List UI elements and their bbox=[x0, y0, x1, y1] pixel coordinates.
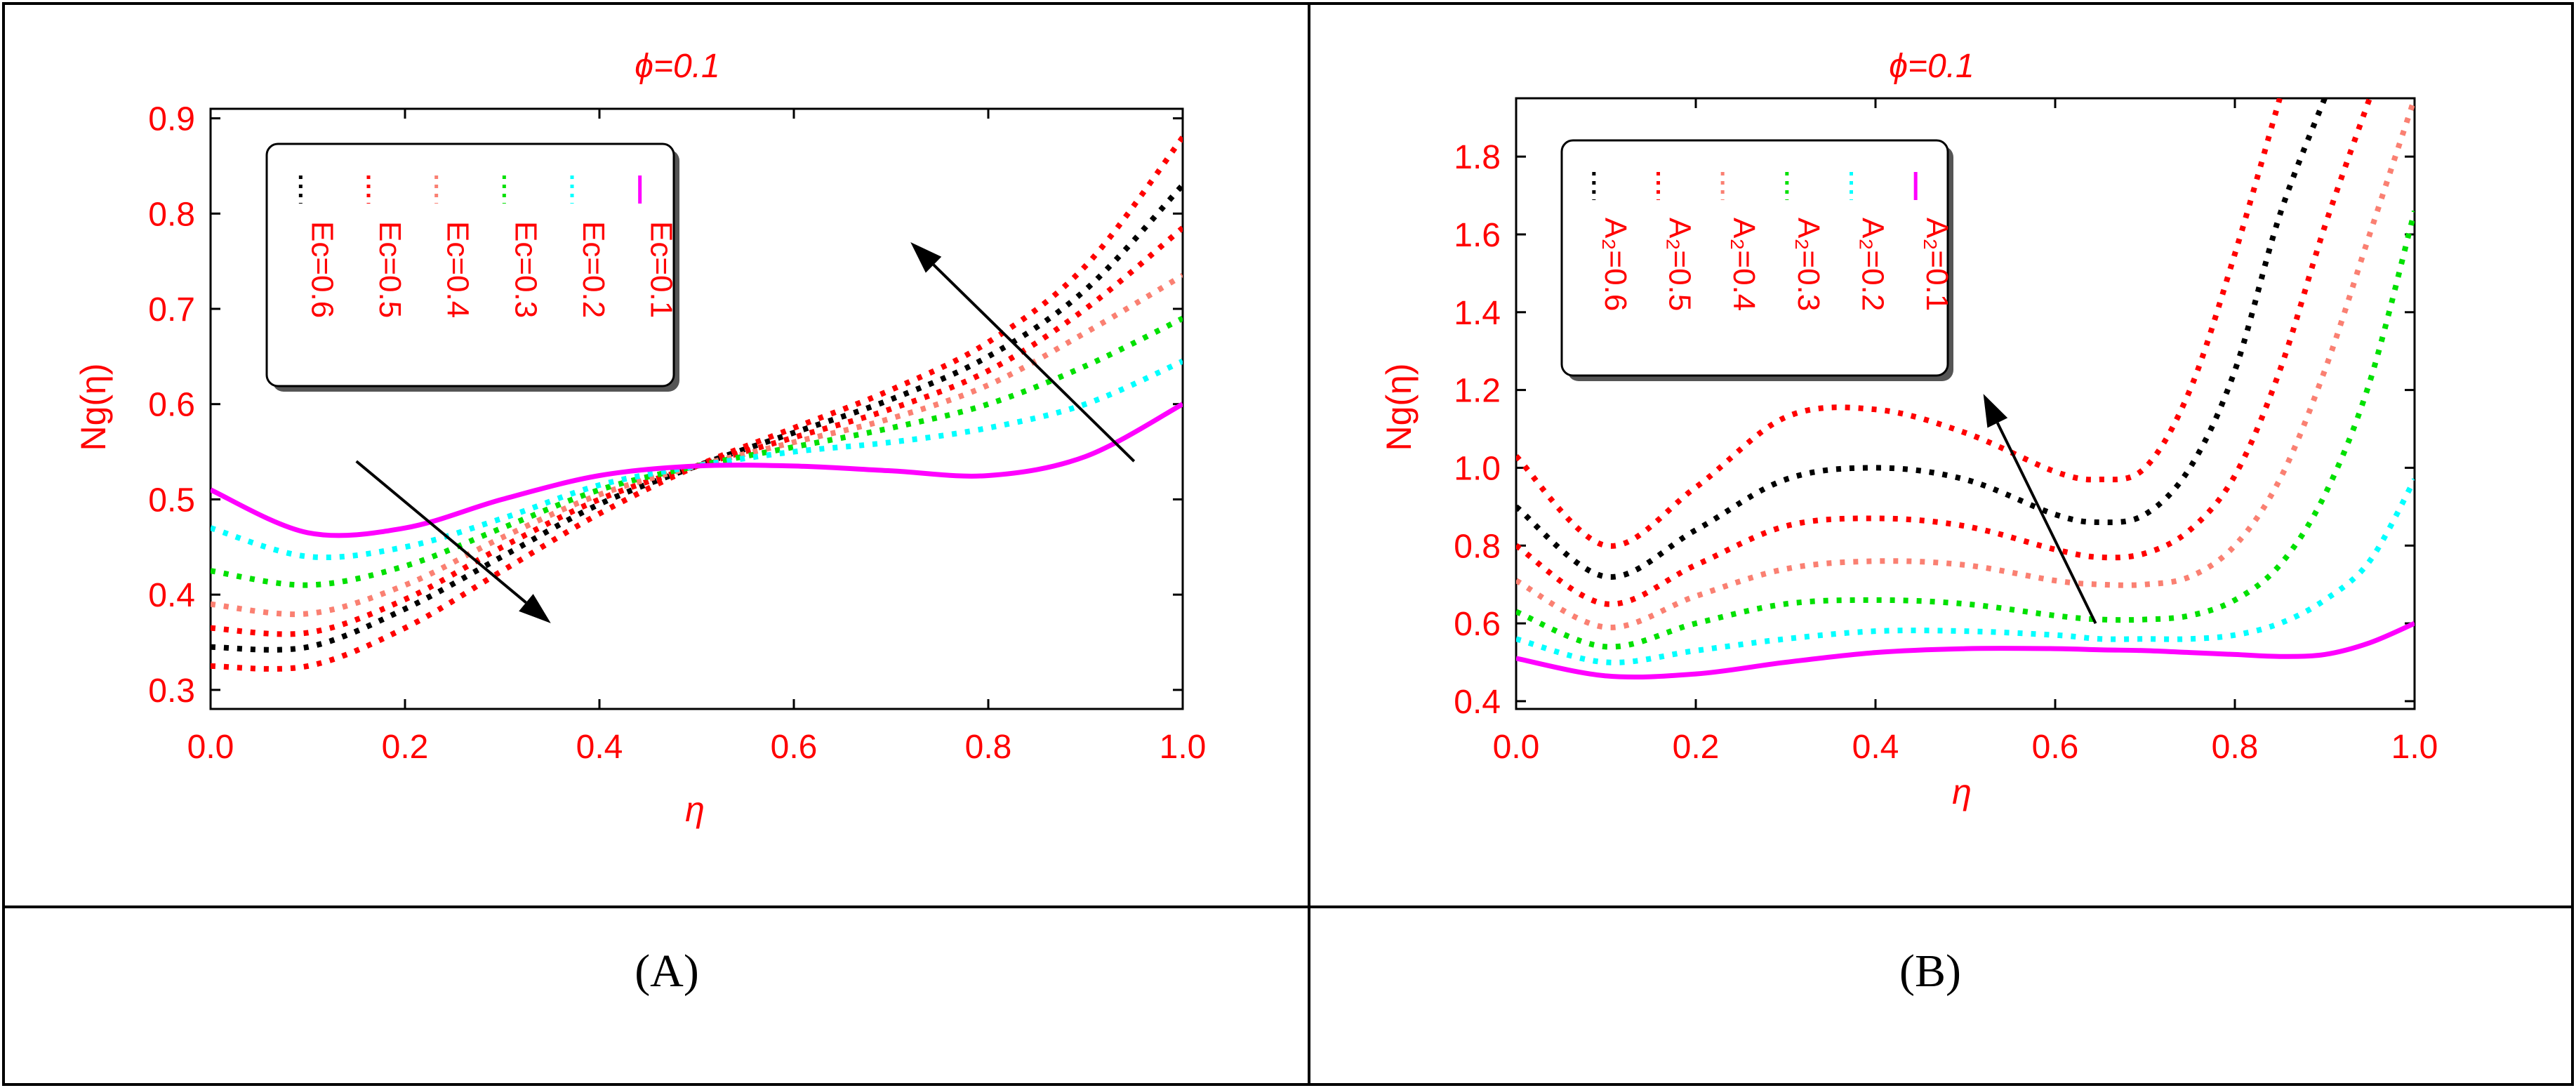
legend-label: Ec=0.3 bbox=[508, 221, 543, 318]
panel-a-chart: ϕ=0.1 0.0 0.2 0.4 0.6 0.8 1.0 0.3 0.4 0.5 0.6 0.7 0.… bbox=[74, 48, 1206, 829]
series-line-b-5 bbox=[1516, 478, 2415, 665]
x-tick-label: 1.0 bbox=[1160, 729, 1207, 766]
trend-arrow-head bbox=[910, 242, 942, 273]
caption-b: (B) bbox=[1899, 946, 1961, 997]
trend-arrow-shaft bbox=[355, 460, 527, 604]
y-tick-label: 1.6 bbox=[1454, 217, 1501, 254]
x-tick-label: 1.0 bbox=[2391, 729, 2438, 766]
x-tick-label: 0.8 bbox=[2212, 729, 2259, 766]
y-tick-label: 0.8 bbox=[148, 196, 195, 233]
y-tick-label: 0.4 bbox=[1454, 684, 1501, 721]
legend-label: A₂=0.4 bbox=[1727, 218, 1761, 311]
y-tick-label: 1.0 bbox=[1454, 450, 1501, 487]
x-tick-label: 0.0 bbox=[187, 729, 234, 766]
trend-arrow-head bbox=[1983, 394, 2008, 428]
series-line-b-6 bbox=[1516, 621, 2415, 680]
series-line-a-5 bbox=[211, 358, 1183, 561]
panel-b-chart: ϕ=0.1 0.0 0.2 0.4 0.6 0.8 1.0 0.4 0.6 0.8 1.0 1.2 1.… bbox=[1379, 48, 2438, 811]
x-tick-label: 0.8 bbox=[965, 729, 1012, 766]
trend-arrow-shaft bbox=[1996, 422, 2097, 624]
legend-label: A₂=0.6 bbox=[1598, 218, 1633, 311]
legend-label: Ec=0.2 bbox=[576, 221, 611, 318]
chart-title: ϕ=0.1 bbox=[1889, 48, 1974, 85]
x-tick-label: 0.2 bbox=[1673, 729, 1720, 766]
series-line-b-3 bbox=[1516, 98, 2415, 630]
legend-label: Ec=0.4 bbox=[441, 221, 475, 318]
y-tick-label: 0.8 bbox=[1454, 528, 1501, 565]
legend-label: A₂=0.5 bbox=[1663, 218, 1697, 311]
series-line-b-2 bbox=[1516, 98, 2372, 607]
trend-arrow-shaft bbox=[932, 263, 1136, 463]
y-tick-label: 1.2 bbox=[1454, 373, 1501, 410]
x-axis-label: η bbox=[1952, 772, 1972, 811]
y-tick-label: 0.6 bbox=[1454, 606, 1501, 643]
y-tick-label: 0.7 bbox=[148, 291, 195, 329]
y-tick-label: 1.8 bbox=[1454, 139, 1501, 176]
series-line-a-6 bbox=[211, 402, 1183, 538]
series-line-b-1 bbox=[1516, 98, 2328, 580]
x-axis-label: η bbox=[685, 790, 705, 829]
caption-a: (A) bbox=[635, 946, 699, 997]
x-tick-label: 0.6 bbox=[771, 729, 818, 766]
y-tick-label: 0.5 bbox=[148, 482, 195, 519]
y-axis-label: Ng(η) bbox=[74, 363, 113, 451]
y-tick-label: 0.3 bbox=[148, 672, 195, 710]
series-line-b-0 bbox=[1516, 98, 2283, 549]
y-tick-label: 0.9 bbox=[148, 101, 195, 138]
legend-label: Ec=0.1 bbox=[644, 221, 679, 318]
trend-arrow-head bbox=[519, 594, 551, 623]
legend-label: A₂=0.1 bbox=[1920, 218, 1954, 311]
y-tick-label: 0.6 bbox=[148, 387, 195, 424]
series-group bbox=[1516, 98, 2415, 680]
legend-label: A₂=0.3 bbox=[1791, 218, 1826, 311]
legend-label: A₂=0.2 bbox=[1856, 218, 1890, 311]
legend-box bbox=[1560, 139, 1949, 377]
series-line-a-3 bbox=[211, 273, 1183, 618]
series-group bbox=[211, 135, 1183, 672]
x-tick-label: 0.0 bbox=[1493, 729, 1540, 766]
x-tick-label: 0.2 bbox=[382, 729, 429, 766]
y-tick-label: 1.4 bbox=[1454, 295, 1501, 332]
legend-box bbox=[265, 142, 675, 387]
x-tick-label: 0.6 bbox=[2032, 729, 2079, 766]
plot-frame bbox=[209, 107, 1184, 710]
chart-title: ϕ=0.1 bbox=[635, 48, 719, 85]
x-tick-label: 0.4 bbox=[1852, 729, 1899, 766]
plot-frame bbox=[1515, 97, 2416, 710]
y-tick-label: 0.4 bbox=[148, 577, 195, 614]
x-tick-label: 0.4 bbox=[576, 729, 623, 766]
legend-label: Ec=0.5 bbox=[373, 221, 407, 318]
legend-label: Ec=0.6 bbox=[305, 221, 339, 318]
y-axis-label: Ng(η) bbox=[1379, 363, 1419, 451]
